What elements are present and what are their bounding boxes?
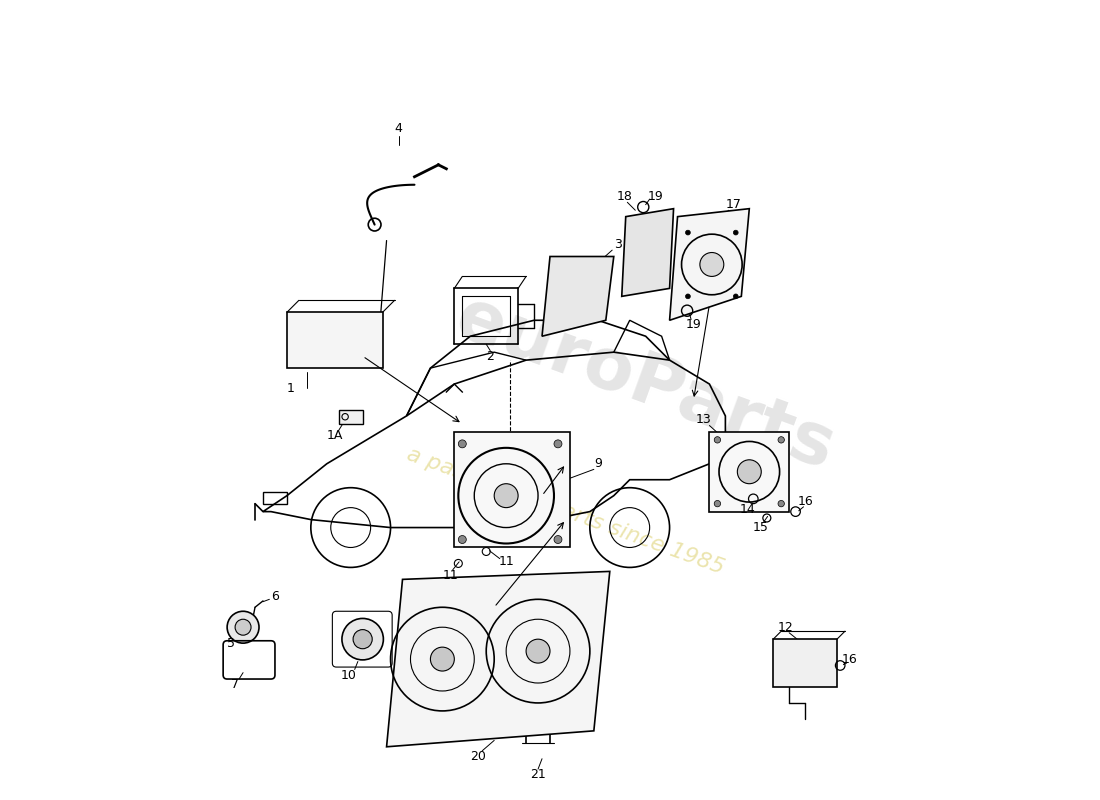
- Circle shape: [342, 618, 384, 660]
- Text: 18: 18: [617, 190, 632, 203]
- Text: 4: 4: [395, 122, 403, 135]
- Circle shape: [459, 440, 466, 448]
- Circle shape: [526, 639, 550, 663]
- Circle shape: [734, 230, 738, 235]
- Polygon shape: [670, 209, 749, 320]
- Text: 17: 17: [725, 198, 741, 211]
- Text: 1: 1: [287, 382, 295, 394]
- Text: 10: 10: [341, 669, 358, 682]
- Text: 11: 11: [498, 555, 514, 568]
- Circle shape: [714, 437, 720, 443]
- Circle shape: [685, 230, 691, 235]
- Text: 11: 11: [442, 569, 459, 582]
- Circle shape: [778, 501, 784, 507]
- Circle shape: [700, 253, 724, 277]
- Circle shape: [714, 501, 720, 507]
- Text: 21: 21: [530, 768, 546, 781]
- Polygon shape: [621, 209, 673, 296]
- Circle shape: [459, 535, 466, 543]
- Text: 19: 19: [685, 318, 702, 330]
- Text: 6: 6: [271, 590, 279, 603]
- Text: 20: 20: [471, 750, 486, 763]
- Text: 16: 16: [842, 653, 858, 666]
- Circle shape: [353, 630, 372, 649]
- Bar: [710, 432, 789, 512]
- Text: 3: 3: [614, 238, 622, 251]
- Bar: [454, 432, 570, 547]
- Text: euroParts: euroParts: [447, 283, 845, 485]
- Text: 19: 19: [648, 190, 664, 203]
- Bar: [339, 410, 363, 424]
- Text: 14: 14: [740, 502, 756, 516]
- Circle shape: [554, 535, 562, 543]
- Bar: [263, 492, 287, 504]
- Circle shape: [227, 611, 258, 643]
- Circle shape: [554, 440, 562, 448]
- Text: 2: 2: [486, 350, 494, 362]
- Polygon shape: [542, 257, 614, 336]
- Text: 15: 15: [752, 521, 769, 534]
- Text: 5: 5: [227, 637, 235, 650]
- Text: 9: 9: [594, 458, 602, 470]
- Circle shape: [685, 294, 691, 298]
- Text: 1A: 1A: [327, 430, 343, 442]
- Polygon shape: [386, 571, 609, 746]
- Text: 12: 12: [778, 621, 793, 634]
- Circle shape: [494, 484, 518, 508]
- Circle shape: [235, 619, 251, 635]
- Bar: [287, 312, 383, 368]
- Text: 13: 13: [696, 414, 712, 426]
- Circle shape: [737, 460, 761, 484]
- Circle shape: [734, 294, 738, 298]
- Text: a passion for parts since 1985: a passion for parts since 1985: [405, 445, 727, 578]
- Text: 16: 16: [798, 494, 813, 508]
- Bar: [773, 639, 837, 687]
- Circle shape: [778, 437, 784, 443]
- Text: 7: 7: [231, 678, 239, 691]
- Circle shape: [430, 647, 454, 671]
